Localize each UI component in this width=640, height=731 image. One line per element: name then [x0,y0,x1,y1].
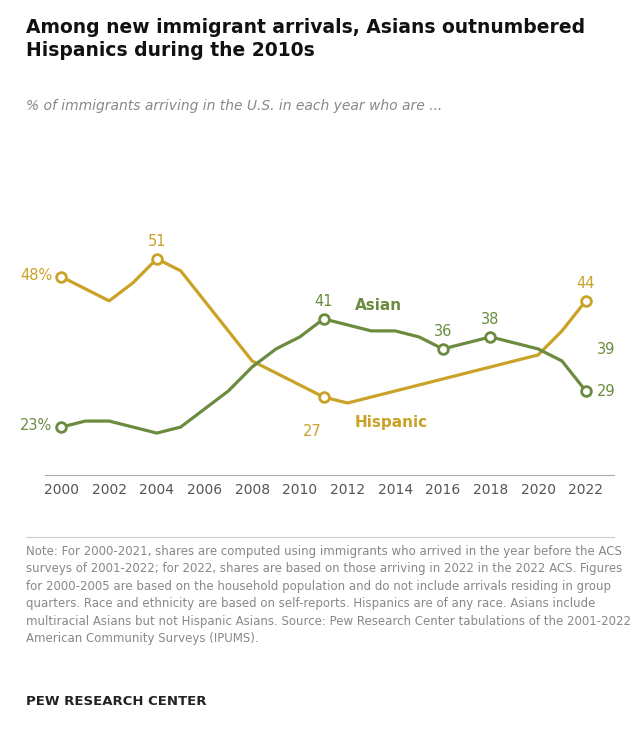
Text: PEW RESEARCH CENTER: PEW RESEARCH CENTER [26,694,206,708]
Text: 29: 29 [597,384,616,398]
Text: 39: 39 [597,342,615,357]
Text: 23%: 23% [20,418,52,433]
Text: 38: 38 [481,312,500,327]
Text: 27: 27 [303,424,322,439]
Text: 36: 36 [434,325,452,339]
Text: Asian: Asian [355,298,402,313]
Text: Note: For 2000-2021, shares are computed using immigrants who arrived in the yea: Note: For 2000-2021, shares are computed… [26,545,630,645]
Text: 44: 44 [577,276,595,291]
Text: Among new immigrant arrivals, Asians outnumbered
Hispanics during the 2010s: Among new immigrant arrivals, Asians out… [26,18,585,60]
Text: 51: 51 [148,234,166,249]
Text: 41: 41 [314,294,333,309]
Text: Hispanic: Hispanic [355,415,428,430]
Text: % of immigrants arriving in the U.S. in each year who are ...: % of immigrants arriving in the U.S. in … [26,99,442,113]
Text: 48%: 48% [20,268,52,283]
